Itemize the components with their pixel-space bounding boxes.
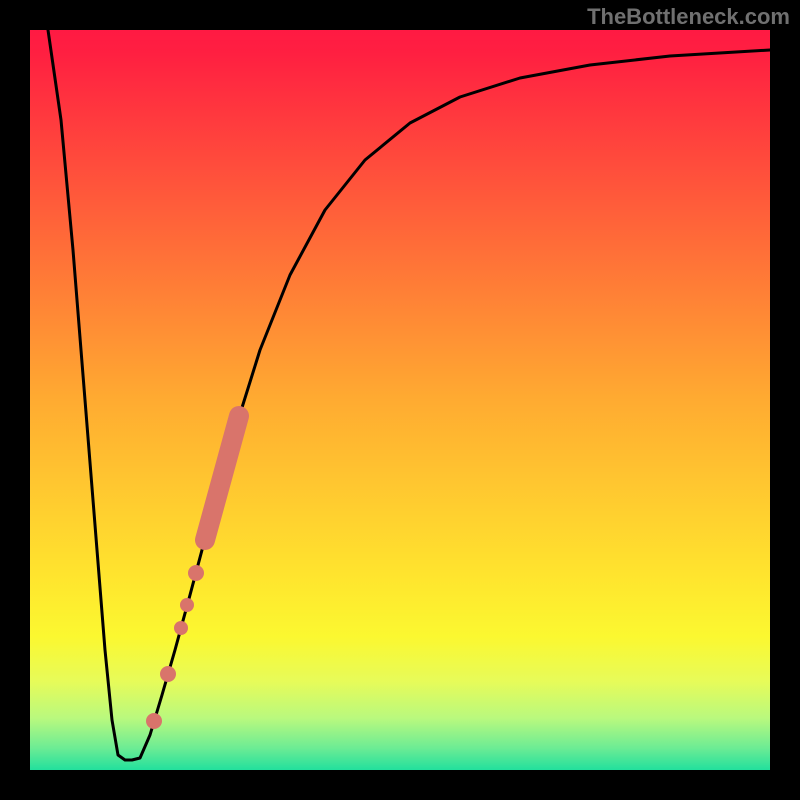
highlight-dot [188,565,204,581]
watermark-text: TheBottleneck.com [587,4,790,30]
highlight-dot [180,598,194,612]
highlight-dot [174,621,188,635]
chart-svg [0,0,800,800]
chart-plot-area [30,30,770,770]
highlight-dot [146,713,162,729]
highlight-dot [160,666,176,682]
bottleneck-chart: TheBottleneck.com [0,0,800,800]
